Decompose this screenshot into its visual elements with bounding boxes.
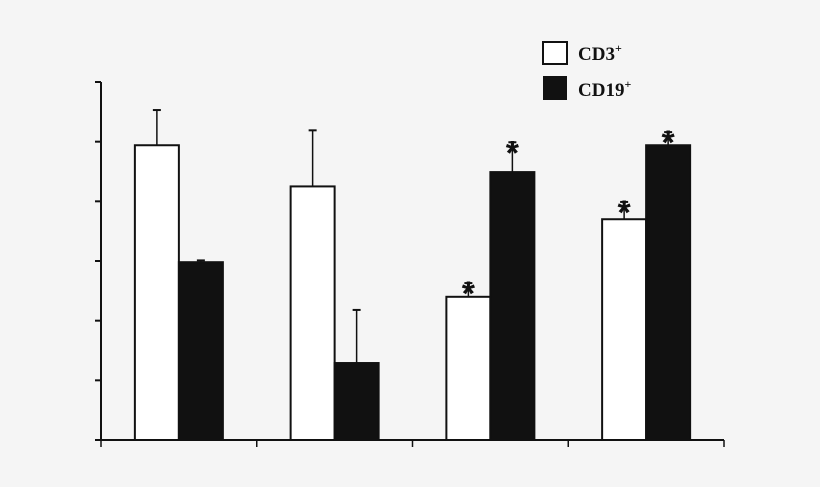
bar-cd3 <box>445 295 492 441</box>
legend: CD3+ CD19+ <box>542 41 631 101</box>
legend-swatch-cd19 <box>543 76 567 100</box>
significance-marker: * <box>662 124 676 162</box>
legend-swatch-cd3 <box>542 41 568 65</box>
significance-marker: * <box>462 275 476 313</box>
bar-cd19 <box>333 362 380 441</box>
significance-marker: * <box>618 194 632 232</box>
legend-label-cd3: CD3+ <box>578 41 622 65</box>
bar-cd3 <box>601 218 648 441</box>
bar-cd3 <box>133 144 180 441</box>
legend-label-cd19: CD19+ <box>578 77 631 101</box>
significance-marker: * <box>506 134 520 172</box>
bar-cd19 <box>489 171 536 441</box>
bar-cd19 <box>177 261 224 441</box>
bar-cd19 <box>645 144 692 441</box>
bar-cd3 <box>289 185 336 441</box>
